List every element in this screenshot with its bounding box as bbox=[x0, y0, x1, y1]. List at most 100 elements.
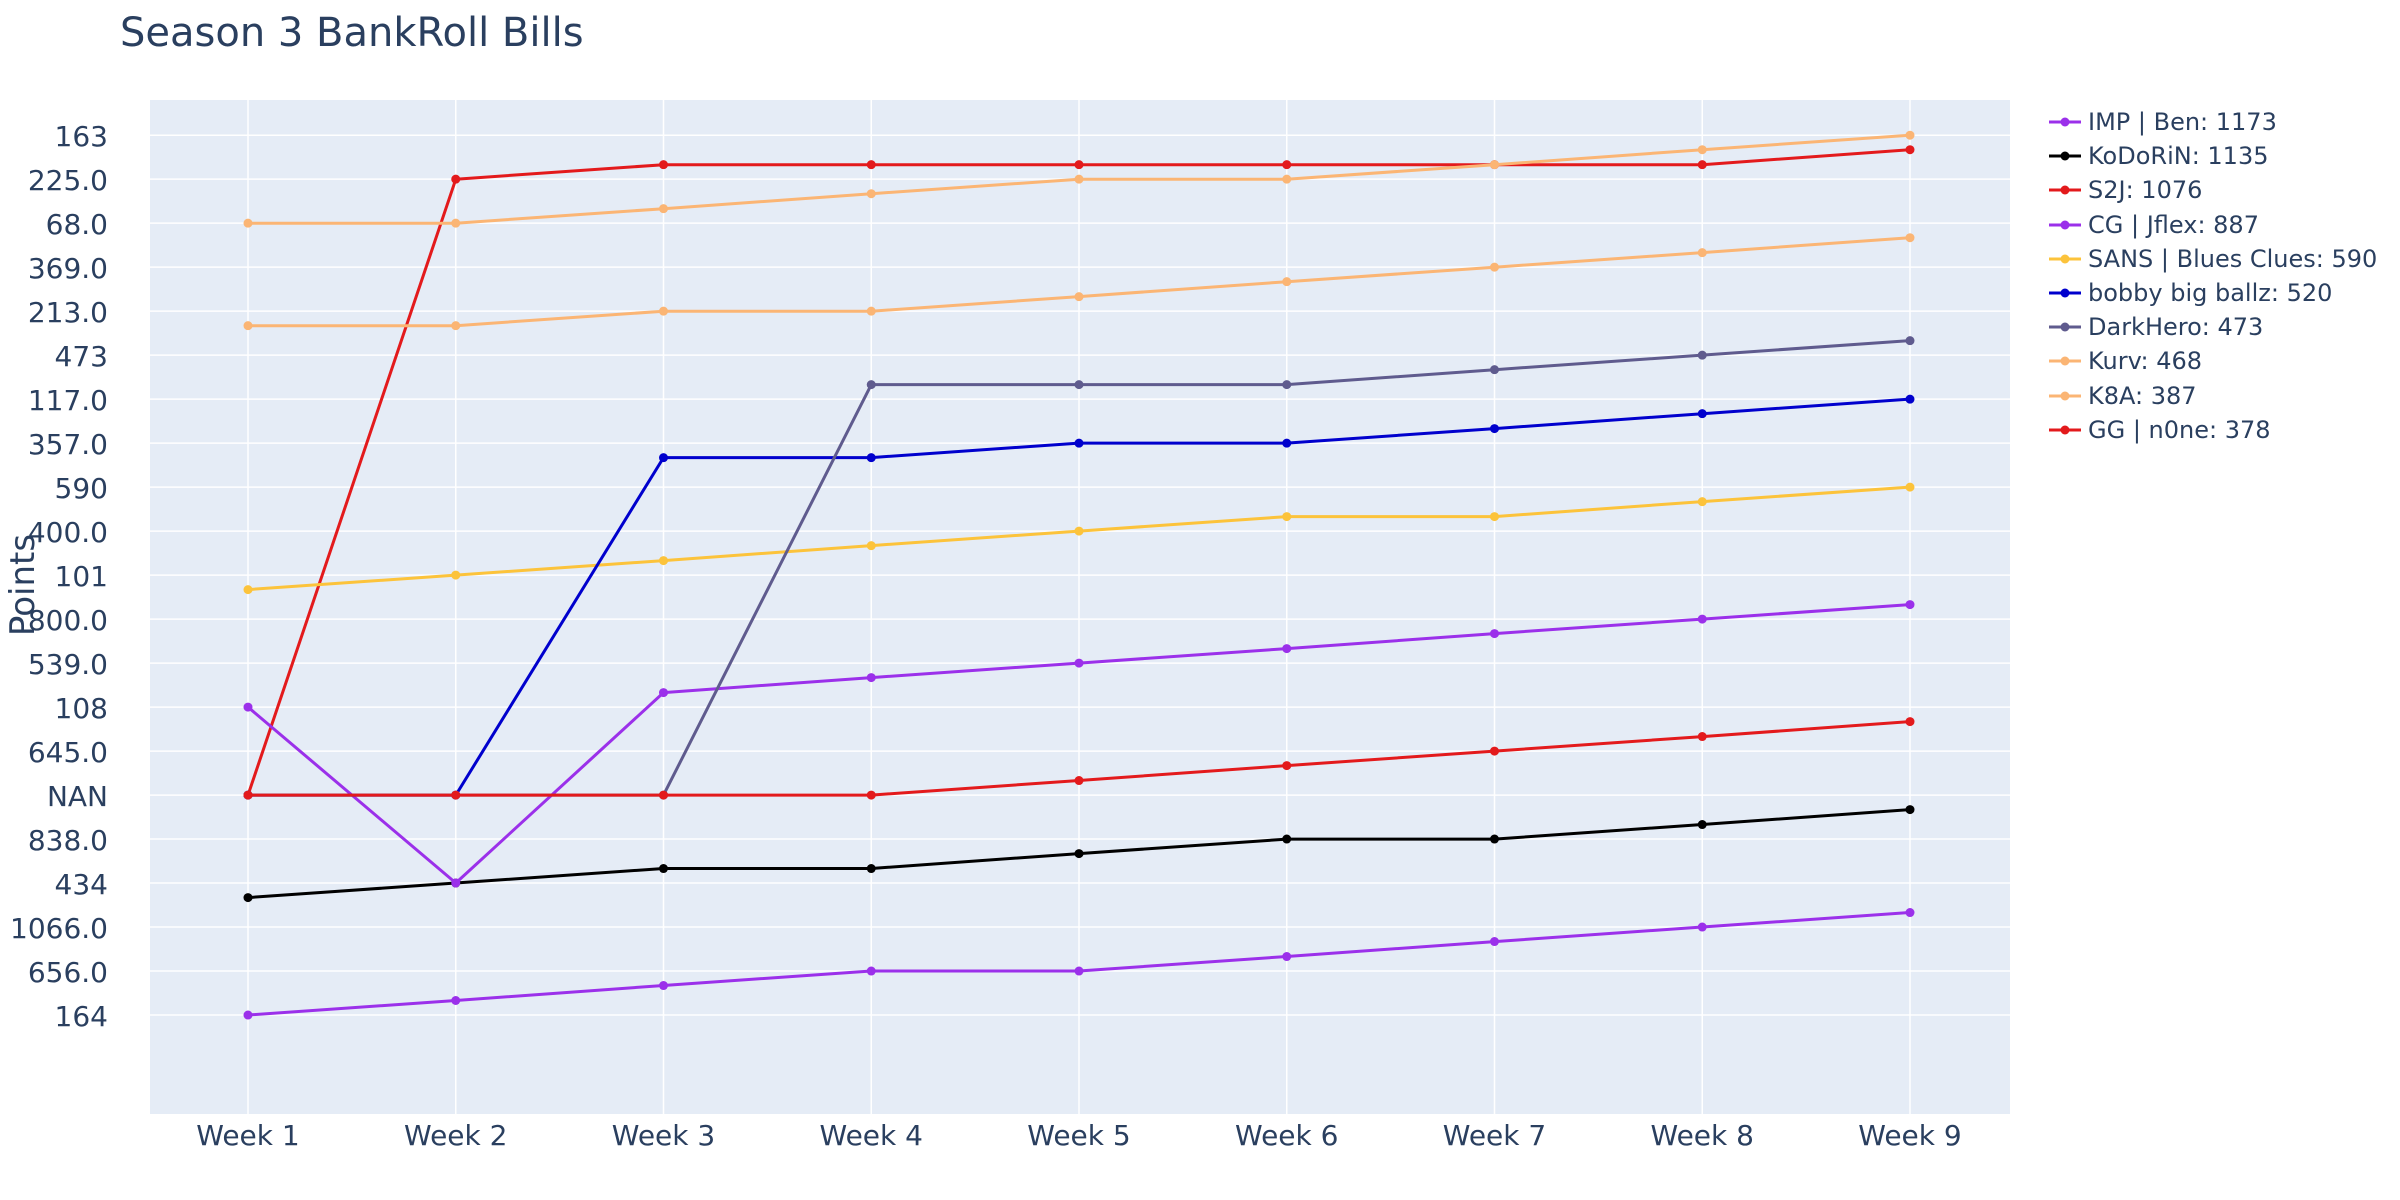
legend-label: S2J: 1076 bbox=[2088, 176, 2203, 205]
legend-item[interactable]: CG | Jflex: 887 bbox=[2048, 208, 2377, 242]
y-tick-label: 225.0 bbox=[28, 164, 108, 197]
data-point bbox=[1490, 365, 1499, 375]
data-point bbox=[866, 453, 876, 463]
data-point bbox=[1490, 512, 1499, 522]
data-point bbox=[1074, 174, 1084, 184]
data-point bbox=[451, 790, 461, 800]
y-tick-label: 117.0 bbox=[28, 384, 108, 417]
legend-item[interactable]: GG | n0ne: 378 bbox=[2048, 413, 2377, 447]
data-point bbox=[243, 702, 253, 712]
data-point bbox=[1697, 160, 1707, 170]
y-tick-label: 473 bbox=[55, 340, 108, 373]
data-point bbox=[659, 790, 668, 800]
legend-swatch bbox=[2049, 220, 2081, 230]
data-point bbox=[1905, 717, 1915, 727]
data-point bbox=[1697, 922, 1707, 932]
data-point bbox=[659, 160, 668, 170]
y-tick-label: NAN bbox=[47, 780, 108, 813]
data-point bbox=[1282, 952, 1292, 962]
chart-title: Season 3 BankRoll Bills bbox=[120, 10, 584, 56]
y-tick-label: 108 bbox=[55, 692, 108, 725]
legend-swatch bbox=[2049, 288, 2081, 298]
legend-swatch bbox=[2049, 117, 2081, 127]
legend-swatch bbox=[2049, 322, 2081, 332]
legend-item[interactable]: SANS | Blues Clues: 590 bbox=[2048, 242, 2377, 276]
data-point bbox=[243, 1010, 253, 1020]
data-point bbox=[1905, 130, 1915, 140]
legend-item[interactable]: bobby big ballz: 520 bbox=[2048, 276, 2377, 310]
data-point bbox=[1697, 732, 1707, 742]
data-point bbox=[1490, 746, 1499, 756]
x-tick-label: Week 9 bbox=[1858, 1119, 1961, 1152]
x-tick-label: Week 5 bbox=[1027, 1119, 1130, 1152]
data-point bbox=[1697, 497, 1707, 507]
legend-item[interactable]: KoDoRiN: 1135 bbox=[2048, 139, 2377, 173]
data-point bbox=[1282, 644, 1292, 654]
data-point bbox=[866, 864, 876, 874]
y-tick-label: 163 bbox=[55, 120, 108, 153]
x-tick-label: Week 4 bbox=[820, 1119, 923, 1152]
series-group bbox=[243, 130, 1915, 1020]
legend-label: SANS | Blues Clues: 590 bbox=[2088, 244, 2378, 273]
data-point bbox=[866, 541, 876, 551]
data-point bbox=[243, 790, 253, 800]
legend-item[interactable]: S2J: 1076 bbox=[2048, 173, 2377, 207]
legend-label: K8A: 387 bbox=[2088, 381, 2197, 410]
data-point bbox=[659, 981, 668, 991]
data-point bbox=[243, 321, 253, 331]
legend-swatch bbox=[2049, 151, 2081, 161]
legend-label: KoDoRiN: 1135 bbox=[2088, 142, 2269, 171]
data-point bbox=[1490, 262, 1499, 272]
x-tick-label: Week 2 bbox=[404, 1119, 507, 1152]
x-tick-label: Week 3 bbox=[612, 1119, 715, 1152]
data-point bbox=[1490, 160, 1499, 170]
legend-label: bobby big ballz: 520 bbox=[2088, 279, 2333, 308]
y-tick-label: 434 bbox=[55, 868, 108, 901]
legend-item[interactable]: IMP | Ben: 1173 bbox=[2048, 105, 2377, 139]
legend-label: IMP | Ben: 1173 bbox=[2088, 108, 2277, 137]
legend-item[interactable]: DarkHero: 473 bbox=[2048, 310, 2377, 344]
legend-swatch bbox=[2049, 425, 2081, 435]
x-axis-ticks: Week 1 Week 2 Week 3 Week 4 Week 5 Week 6 Week… bbox=[196, 1119, 1961, 1152]
legend-swatch bbox=[2049, 356, 2081, 366]
data-point bbox=[1697, 350, 1707, 360]
legend-item[interactable]: K8A: 387 bbox=[2048, 379, 2377, 413]
data-point bbox=[659, 864, 668, 874]
y-tick-label: 800.0 bbox=[28, 604, 108, 637]
data-point bbox=[1074, 776, 1084, 786]
data-point bbox=[1905, 805, 1915, 815]
data-point bbox=[1282, 438, 1292, 448]
data-point bbox=[1074, 160, 1084, 170]
y-tick-label: 590 bbox=[55, 472, 108, 505]
y-tick-label: 101 bbox=[55, 560, 108, 593]
data-point bbox=[1282, 160, 1292, 170]
y-tick-label: 369.0 bbox=[28, 252, 108, 285]
data-point bbox=[1905, 482, 1915, 492]
data-point bbox=[866, 673, 876, 683]
data-point bbox=[1697, 820, 1707, 830]
data-point bbox=[243, 893, 253, 903]
data-point bbox=[1074, 526, 1084, 536]
data-point bbox=[659, 556, 668, 566]
y-tick-label: 68.0 bbox=[46, 208, 108, 241]
y-tick-label: 539.0 bbox=[28, 648, 108, 681]
legend-swatch bbox=[2049, 391, 2081, 401]
legend-swatch bbox=[2049, 254, 2081, 264]
legend-item[interactable]: Kurv: 468 bbox=[2048, 344, 2377, 378]
data-point bbox=[1074, 849, 1084, 859]
data-point bbox=[1905, 394, 1915, 404]
data-point bbox=[451, 996, 461, 1006]
data-point bbox=[1282, 512, 1292, 522]
y-tick-label: 213.0 bbox=[28, 296, 108, 329]
data-point bbox=[1074, 380, 1084, 390]
x-tick-label: Week 8 bbox=[1651, 1119, 1754, 1152]
data-point bbox=[243, 218, 253, 228]
y-tick-label: 645.0 bbox=[28, 736, 108, 769]
y-tick-label: 357.0 bbox=[28, 428, 108, 461]
data-point bbox=[1282, 761, 1292, 771]
data-point bbox=[1282, 174, 1292, 184]
plot-area bbox=[150, 100, 2010, 1114]
data-point bbox=[1490, 629, 1499, 639]
data-point bbox=[1697, 145, 1707, 155]
